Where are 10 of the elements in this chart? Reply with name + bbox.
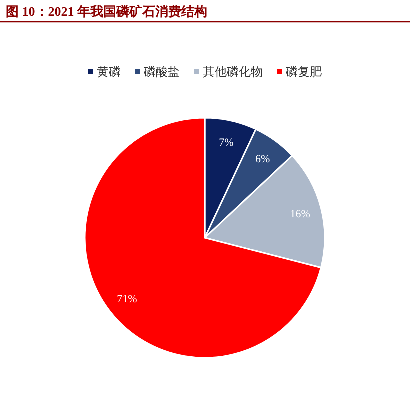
legend-label: 磷酸盐: [143, 65, 180, 79]
legend-label: 其他磷化物: [203, 65, 263, 79]
chart-title: 图 10：2021 年我国磷矿石消费结构: [6, 4, 208, 19]
legend-label: 磷复肥: [285, 65, 322, 79]
legend-label: 黄磷: [97, 65, 121, 79]
pie-slice: [84, 117, 322, 359]
data-label: 7%: [219, 136, 234, 149]
data-label: 71%: [117, 293, 138, 306]
data-label: 16%: [290, 208, 310, 221]
data-label: 6%: [256, 153, 270, 166]
